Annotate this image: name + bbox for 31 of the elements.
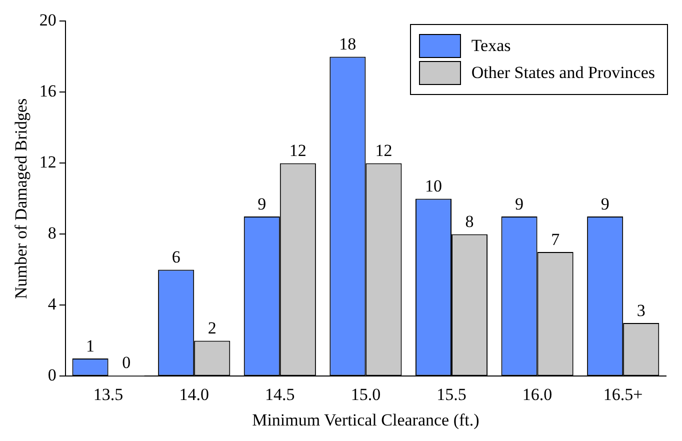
data-label: 12: [289, 141, 306, 160]
data-label: 9: [600, 194, 610, 214]
x-tick-label: 15.5: [436, 384, 466, 404]
x-axis-title: Minimum Vertical Clearance (ft.): [252, 410, 480, 430]
y-tick-label: 12: [39, 152, 56, 172]
legend-label: Other States and Provinces: [471, 63, 655, 83]
x-tick-label: 14.5: [265, 384, 295, 404]
data-label: 9: [515, 194, 524, 214]
y-tick-label: 8: [48, 224, 56, 243]
data-label: 2: [208, 318, 216, 338]
legend-label: Texas: [471, 36, 511, 56]
x-tick-label: 14.0: [179, 384, 209, 404]
x-tick-label: 15.0: [350, 384, 381, 404]
y-tick-label: 20: [39, 10, 56, 30]
data-label: 18: [339, 34, 356, 54]
data-label: 1: [86, 336, 95, 356]
data-label: 6: [172, 248, 180, 267]
x-tick-label: 16.5+: [603, 384, 643, 404]
data-label: 8: [465, 212, 474, 232]
data-label: 10: [424, 176, 442, 196]
data-label: 9: [258, 194, 266, 214]
x-tick-label: 13.5: [93, 384, 124, 404]
y-tick-label: 4: [48, 294, 57, 314]
data-label: 12: [375, 141, 392, 160]
y-tick-label: 0: [48, 366, 56, 385]
data-label: 7: [551, 230, 560, 249]
x-tick-label: 16.0: [522, 384, 552, 404]
data-label: 0: [122, 353, 131, 372]
y-axis-title: Number of Damaged Bridges: [12, 98, 31, 300]
data-label: 3: [636, 300, 646, 320]
y-tick-label: 16: [39, 82, 56, 101]
